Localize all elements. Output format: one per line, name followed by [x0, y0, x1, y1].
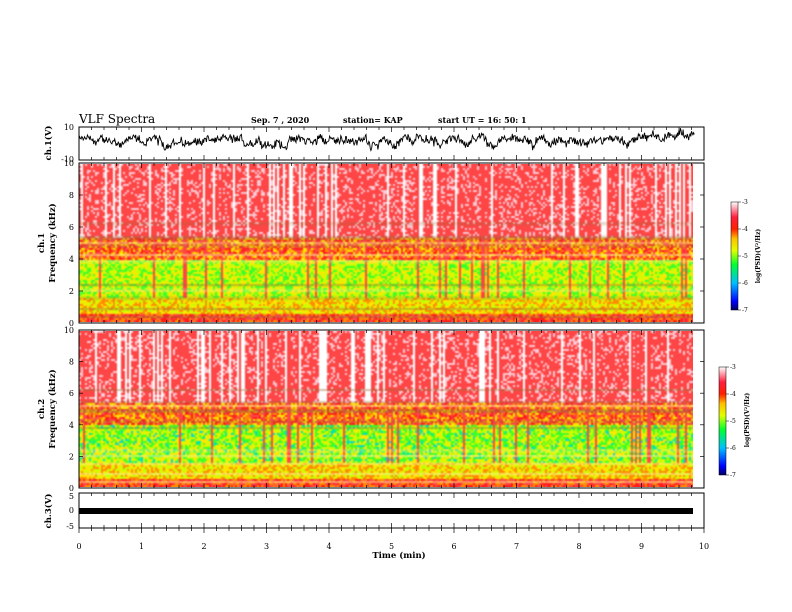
ch2-cbtick--6: -6 [730, 445, 736, 452]
time-ticklabel-7: 7 [514, 542, 519, 551]
header-date: Sep. 7 , 2020 [251, 115, 310, 125]
spec1-raster [79, 164, 693, 322]
ch2-freq-ytick-10: 10 [64, 326, 74, 335]
ch1-colorbar-label: log(PSD)(V²/Hz) [755, 229, 762, 284]
ch1-colorbar-gradient [730, 201, 739, 311]
figure-title: VLF Spectra [78, 112, 155, 126]
ch1-label: ch.1 [37, 233, 47, 253]
ch1-spectrogram-panel: 0 2 4 6 8 10 ch.1 Frequency (kHz) -3 -4 -5 -6 -7 … [37, 159, 762, 328]
ch2-colorbar: -3 -4 -5 -6 -7 log(PSD)(V²/Hz) [718, 364, 751, 479]
header-station: station= KAP [343, 115, 403, 125]
time-tick-marks [78, 127, 705, 533]
ch1-freq-ytick-4: 4 [69, 255, 74, 264]
ch2-cbtick--4: -4 [730, 391, 736, 398]
ch2-cbtick--7: -7 [730, 472, 736, 479]
ch3-waveform-panel: 5 0 -5 ch.3(V) [43, 492, 705, 531]
ch1-cbtick--3: -3 [742, 199, 748, 206]
ch1-freq-ytick-8: 8 [69, 191, 74, 200]
ch3-ytick-bottom: -5 [66, 522, 74, 531]
ch1-spectrogram-image [79, 164, 693, 322]
ch2-cbtick--3: -3 [730, 364, 736, 371]
time-axis-ticklabels: 0 1 2 3 4 5 6 7 8 9 10 [76, 542, 709, 551]
ch1-freq-ytick-10: 10 [64, 159, 74, 168]
ch1-colorbar: -3 -4 -5 -6 -7 log(PSD)(V²/Hz) [730, 199, 762, 314]
ch3-ytick-top: 5 [69, 492, 74, 501]
ch2-spectrogram-image [79, 331, 693, 487]
ch2-label: ch.2 [37, 399, 47, 419]
ch1-ytick-top: 10 [64, 123, 74, 132]
ch2-colorbar-label: log(PSD)(V²/Hz) [744, 393, 751, 448]
time-ticklabel-8: 8 [576, 542, 581, 551]
time-ticklabel-4: 4 [326, 542, 331, 551]
ch1-cbtick--7: -7 [742, 307, 748, 314]
time-ticklabel-6: 6 [451, 542, 456, 551]
ch1-freq-ytick-6: 6 [69, 223, 74, 232]
ch1-ytick-bottom: -10 [61, 155, 74, 164]
time-axis-label: Time (min) [372, 550, 425, 561]
spec2-raster [79, 331, 693, 487]
ch3-waveform-ylabel: ch.3(V) [43, 494, 54, 529]
ch2-spectrogram-panel: 0 2 4 6 8 10 ch.2 Frequency (kHz) -3 -4 -5 -6 -7 … [37, 326, 751, 493]
time-ticklabel-2: 2 [201, 542, 206, 551]
ch2-freq-ytick-2: 2 [69, 452, 74, 461]
time-ticklabel-5: 5 [389, 542, 394, 551]
time-ticklabel-10: 10 [699, 542, 709, 551]
ch2-colorbar-gradient [718, 366, 727, 476]
ch2-freq-ytick-0: 0 [69, 484, 74, 493]
ch1-waveform-line [78, 128, 695, 152]
ch1-freq-ytick-2: 2 [69, 287, 74, 296]
ch2-freq-ytick-4: 4 [69, 421, 74, 430]
ch2-frequency-ylabel: Frequency (kHz) [47, 369, 58, 448]
ch3-waveform-line [79, 508, 693, 514]
ch1-cbtick--6: -6 [742, 280, 748, 287]
header-start-ut: start UT = 16: 50: 1 [438, 115, 527, 125]
ch1-cbtick--5: -5 [742, 253, 748, 260]
ch2-cbtick--5: -5 [730, 418, 736, 425]
ch1-freq-ytick-0: 0 [69, 319, 74, 328]
ch3-ytick-mid: 0 [69, 506, 74, 515]
time-ticklabel-9: 9 [639, 542, 644, 551]
ch1-waveform-panel: 10 -10 ch.1(V) [43, 123, 705, 164]
ch1-cbtick--4: -4 [742, 226, 748, 233]
time-ticklabel-1: 1 [139, 542, 144, 551]
ch1-frequency-ylabel: Frequency (kHz) [47, 203, 58, 282]
ch2-freq-ytick-6: 6 [69, 389, 74, 398]
time-ticklabel-0: 0 [76, 542, 81, 551]
ch2-freq-ytick-8: 8 [69, 358, 74, 367]
ch1-waveform-ylabel: ch.1(V) [43, 126, 54, 161]
time-ticklabel-3: 3 [264, 542, 269, 551]
